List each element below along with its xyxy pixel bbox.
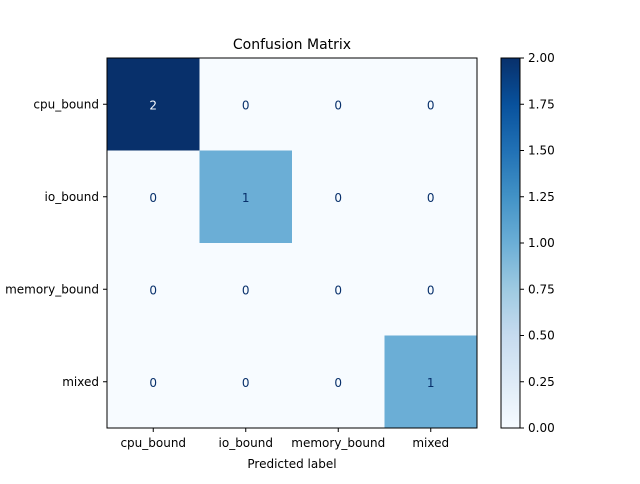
heatmap-cell-r2-c1 (199, 243, 293, 336)
colorbar-axis: 0.00 0.25 0.50 0.75 1.00 1.25 1.50 1.75 2.00 (520, 51, 555, 435)
cell-value-label: 0 (334, 98, 342, 112)
x-tick-label: io_bound (219, 436, 273, 450)
cell-value-label: 0 (427, 98, 435, 112)
colorbar-tick-label: 0.50 (528, 329, 555, 343)
cell-value-label: 0 (427, 191, 435, 205)
heatmap-cell-r0-c3 (384, 58, 478, 151)
cell-value-label: 0 (427, 283, 435, 297)
heatmap-cell-r1-c1 (199, 150, 293, 244)
colorbar-tick-label: 0.25 (528, 375, 555, 389)
cell-value-label: 0 (334, 283, 342, 297)
cell-value-label: 0 (334, 376, 342, 390)
colorbar (500, 57, 521, 429)
cell-value-label: 2 (149, 98, 157, 112)
y-tick-label: memory_bound (5, 282, 99, 296)
heatmap-cell-r3-c1 (199, 335, 293, 429)
heatmap-cell-r2-c2 (292, 243, 385, 336)
x-tick-label: cpu_bound (120, 436, 186, 450)
y-tick-label: cpu_bound (33, 97, 99, 111)
heatmap-cell-r0-c1 (199, 58, 293, 151)
cell-value-label: 0 (334, 191, 342, 205)
cell-value-label: 0 (149, 283, 157, 297)
colorbar-tick-label: 1.75 (528, 97, 555, 111)
heatmap-cell-r3-c0 (107, 335, 200, 429)
colorbar-tick-label: 1.00 (528, 236, 555, 250)
heatmap-cell-r1-c0 (107, 150, 200, 244)
colorbar-tick-label: 0.75 (528, 282, 555, 296)
heatmap-cell-r0-c2 (292, 58, 385, 151)
colorbar-tick-label: 1.50 (528, 144, 555, 158)
cell-value-label: 0 (242, 376, 250, 390)
chart-title: Confusion Matrix (233, 37, 351, 53)
heatmap-cell-r2-c0 (107, 243, 200, 336)
heatmap-cell-r0-c0 (107, 58, 200, 151)
cell-value-label: 0 (149, 191, 157, 205)
heatmap-cell-r1-c3 (384, 150, 478, 244)
cell-value-label: 0 (242, 283, 250, 297)
cell-value-label: 0 (242, 98, 250, 112)
heatmap-cell-r3-c2 (292, 335, 385, 429)
y-tick-label: io_bound (45, 190, 99, 204)
heatmap-cells (107, 58, 478, 429)
x-tick-label: mixed (412, 436, 449, 450)
cell-value-label: 1 (242, 191, 250, 205)
colorbar-tick-label: 2.00 (528, 51, 555, 65)
cell-value-label: 1 (427, 376, 435, 390)
x-axis-label: Predicted label (247, 457, 336, 471)
x-axis: cpu_bound io_bound memory_bound mixed (120, 428, 449, 450)
colorbar-tick-label: 0.00 (528, 421, 555, 435)
plot-frame (106, 57, 478, 429)
heatmap-cell-labels: 2 0 0 0 0 1 0 0 0 0 0 0 0 0 0 1 (149, 98, 434, 390)
x-tick-label: memory_bound (291, 436, 385, 450)
cell-value-label: 0 (149, 376, 157, 390)
heatmap-cell-r2-c3 (384, 243, 478, 336)
y-tick-label: mixed (62, 375, 99, 389)
heatmap-cell-r3-c3 (384, 335, 478, 429)
colorbar-tick-label: 1.25 (528, 190, 555, 204)
heatmap-cell-r1-c2 (292, 150, 385, 244)
